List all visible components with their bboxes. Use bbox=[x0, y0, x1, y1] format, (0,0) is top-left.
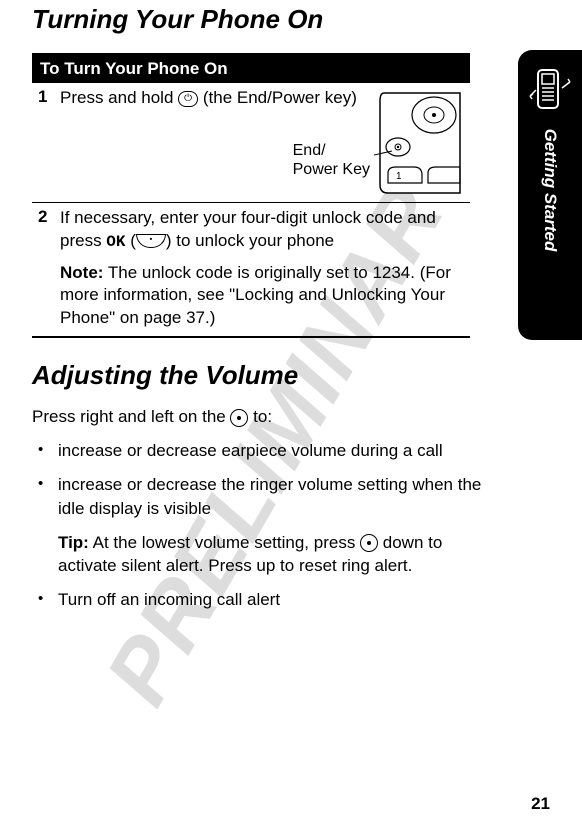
para-after: to: bbox=[248, 407, 272, 426]
nav-key-icon bbox=[230, 409, 248, 427]
list-item: increase or decrease the ringer volume s… bbox=[32, 473, 502, 578]
svg-text:1: 1 bbox=[396, 171, 402, 182]
step-body: If necessary, enter your four-digit unlo… bbox=[60, 207, 470, 330]
bullet2-text: increase or decrease the ringer volume s… bbox=[58, 475, 481, 518]
phone-illustration: 1 bbox=[374, 85, 466, 195]
step-number: 1 bbox=[32, 87, 60, 196]
heading-turning-phone-on: Turning Your Phone On bbox=[32, 0, 550, 35]
end-power-label: End/ Power Key bbox=[293, 141, 370, 179]
para-before: Press right and left on the bbox=[32, 407, 230, 426]
softkey-icon bbox=[136, 234, 166, 248]
table-row: 2 If necessary, enter your four-digit un… bbox=[32, 203, 470, 338]
instruction-table: To Turn Your Phone On 1 Press and hold ⏻… bbox=[32, 53, 470, 338]
page-number: 21 bbox=[531, 794, 550, 814]
step1-text-after: (the End/Power key) bbox=[198, 88, 357, 107]
tip-before: At the lowest volume setting, press bbox=[89, 533, 360, 552]
bullet-list: increase or decrease earpiece volume dur… bbox=[32, 439, 502, 612]
end-label-line2: Power Key bbox=[293, 161, 370, 178]
ok-label: OK bbox=[106, 233, 125, 251]
list-item: increase or decrease earpiece volume dur… bbox=[32, 439, 502, 463]
step2-text-after: to unlock your phone bbox=[172, 231, 335, 250]
table-row: 1 Press and hold ⏻ (the End/Power key) E… bbox=[32, 83, 470, 203]
nav-key-icon bbox=[360, 534, 378, 552]
table-header: To Turn Your Phone On bbox=[32, 55, 470, 83]
note-text: The unlock code is originally set to 123… bbox=[60, 263, 451, 328]
step1-text-before: Press and hold bbox=[60, 88, 178, 107]
tip-label: Tip: bbox=[58, 533, 89, 552]
end-label-line1: End/ bbox=[293, 142, 326, 159]
note-label: Note: bbox=[60, 263, 103, 282]
step-number: 2 bbox=[32, 207, 60, 330]
list-item: Turn off an incoming call alert bbox=[32, 588, 502, 612]
step-body: Press and hold ⏻ (the End/Power key) End… bbox=[60, 87, 470, 196]
heading-adjusting-volume: Adjusting the Volume bbox=[32, 360, 550, 391]
end-key-icon: ⏻ bbox=[178, 91, 198, 107]
intro-paragraph: Press right and left on the to: bbox=[32, 405, 502, 429]
